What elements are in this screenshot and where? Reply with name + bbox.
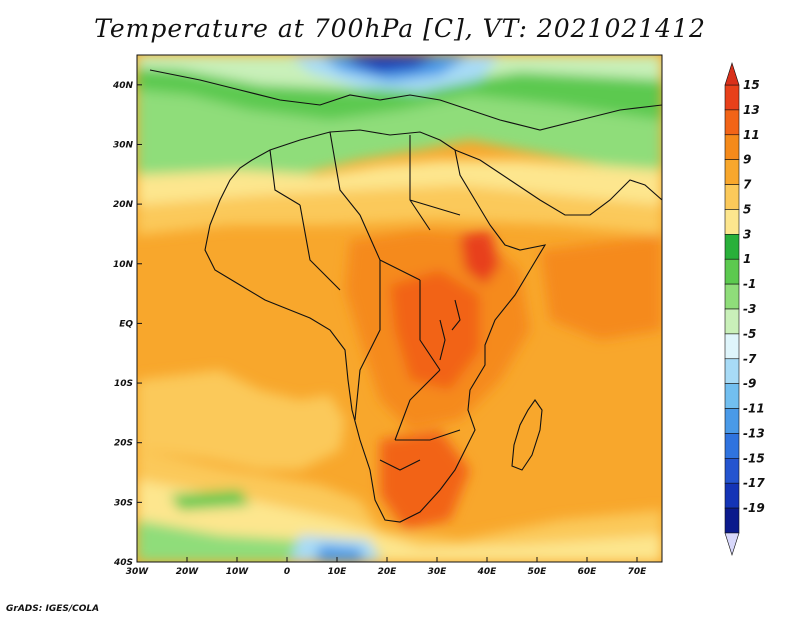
colorbar-label: -13 [743,426,765,440]
lat-tick-label: 30N [113,140,134,150]
lat-tick-label: 40S [113,558,133,568]
colorbar-label: 7 [743,178,752,192]
colorbar-label: -7 [743,352,757,366]
colorbar-swatch [724,258,740,285]
lon-tick-label: 20E [378,567,398,577]
colorbar-label: 11 [743,128,760,142]
colorbar-label: -5 [743,327,756,341]
lat-tick-label: 40N [112,81,134,91]
colorbar-swatch [724,507,740,534]
lon-tick-label: 0 [284,567,290,577]
colorbar-label: -3 [743,302,756,316]
africa-coastline [204,129,547,523]
latitude-axis: 40N 30N 20N 10N EQ 10S 20S 30S 40S [112,81,142,568]
colorbar-label: 1 [743,252,751,266]
colorbar-swatch [724,209,740,235]
colorbar-swatch [724,234,740,260]
colorbar-swatch [724,482,740,509]
colorbar-label: 3 [743,227,751,241]
lon-tick-label: 70E [628,567,648,577]
colorbar-label: -11 [743,402,765,416]
lon-tick-label: 40E [477,567,498,577]
lon-tick-label: 10E [328,567,348,577]
madagascar-coastline [511,399,543,471]
colorbar-under-triangle [724,532,740,556]
lat-tick-label: 20N [113,200,134,210]
arabia-coastline [454,149,662,216]
colorbar-swatch [724,184,740,210]
country-borders [269,131,461,471]
coastlines [149,69,662,523]
colorbar-swatch [724,358,740,384]
colorbar-label: -19 [743,501,765,515]
lat-tick-label: 10N [113,260,134,270]
plot-frame [136,54,663,563]
colorbar-swatch [724,283,740,310]
colorbar-swatch [724,308,740,335]
lat-tick-label: 20S [114,439,133,449]
colorbar-label: -15 [743,451,765,465]
colorbar-swatch [724,408,740,434]
colorbar-label: -1 [743,277,756,291]
lon-tick-label: 10W [226,567,250,577]
lat-tick-label: EQ [119,319,133,329]
lon-tick-label: 60E [578,567,598,577]
lon-tick-label: 30E [428,567,448,577]
colorbar-label: 13 [743,103,760,117]
lon-tick-label: 50E [528,567,548,577]
lon-tick-label: 30W [126,567,150,577]
colorbar-swatch [724,458,740,484]
colorbar-swatch [724,84,740,111]
colorbar-over-triangle [724,62,740,86]
colorbar-label: -9 [743,377,756,391]
colorbar-swatch [724,433,740,459]
colorbar-swatch [724,383,740,409]
colorbar-label: -17 [743,476,765,490]
longitude-axis: 30W 20W 10W 0 10E 20E 30E 40E 50E 60E 70E [126,557,647,577]
footer-credit: GrADS: IGES/COLA [6,604,100,614]
lat-tick-label: 10S [114,379,133,389]
colorbar-swatch [724,159,740,185]
colorbar-swatch [724,109,740,136]
colorbar-swatch [724,333,740,360]
colorbar-label: 9 [743,153,751,167]
europe-coastline [149,69,662,131]
colorbar-label: 15 [743,78,760,92]
lon-tick-label: 20W [176,567,200,577]
temperature-field [137,55,662,562]
great-lakes [439,299,461,361]
map-title: Temperature at 700hPa [C], VT: 202102141… [94,14,706,43]
colorbar: 15 13 11 9 7 5 3 1 -1 -3 -5 -7 -9 -11 -13 -15 -17 -19 [724,62,765,556]
colorbar-swatch [724,134,740,160]
lat-tick-label: 30S [114,498,133,508]
colorbar-label: 5 [743,202,751,216]
